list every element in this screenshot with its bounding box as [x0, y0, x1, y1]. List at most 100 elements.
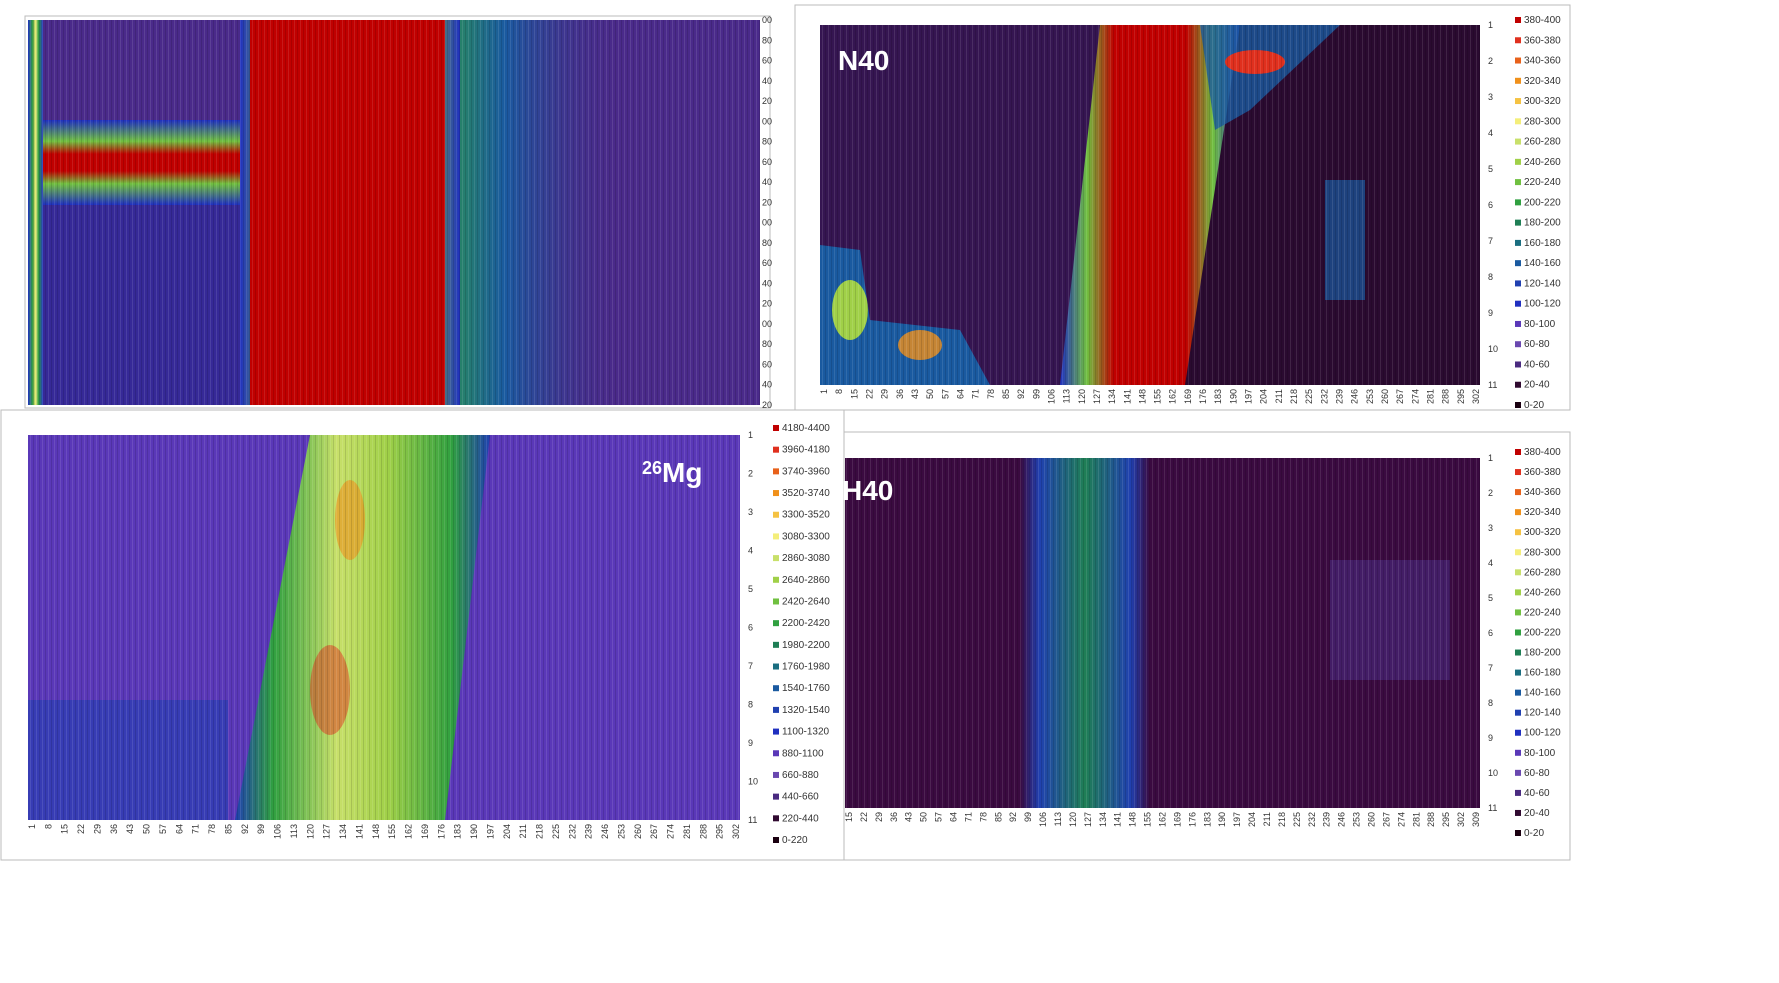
x-tick-label: 281: [1411, 812, 1421, 827]
y-tick-label: 20: [762, 197, 772, 207]
x-tick-label: 190: [1217, 812, 1227, 827]
x-tick-label: 281: [1426, 389, 1436, 404]
x-tick-label: 295: [1456, 389, 1466, 404]
x-tick-label: 64: [949, 812, 959, 822]
legend-label: 300-320: [1524, 96, 1561, 107]
y-tick-label: 10: [748, 777, 758, 787]
legend-swatch: [1515, 609, 1521, 616]
legend-swatch: [773, 620, 779, 627]
legend-label: 300-320: [1524, 527, 1561, 538]
legend-label: 1980-2200: [782, 640, 830, 651]
x-tick-label: 225: [1304, 389, 1314, 404]
legend-swatch: [773, 750, 779, 757]
x-tick-label: 50: [925, 389, 935, 399]
x-tick-label: 267: [649, 824, 659, 839]
legend-swatch: [773, 555, 779, 562]
x-tick-label: 71: [971, 389, 981, 399]
y-tick-label: 2: [1488, 488, 1493, 498]
x-tick-label: 141: [1122, 389, 1132, 404]
legend-label: 220-440: [782, 813, 819, 824]
legend-swatch: [1515, 381, 1521, 388]
y-tick-label: 11: [748, 815, 757, 825]
x-tick-label: 113: [1062, 389, 1072, 403]
x-tick-label: 253: [1352, 812, 1362, 827]
x-tick-label: 22: [859, 812, 869, 822]
legend-swatch: [1515, 219, 1521, 226]
y-tick-label: 9: [748, 738, 753, 748]
x-tick-label: 197: [1232, 812, 1242, 827]
legend-label: 60-80: [1524, 339, 1550, 350]
x-tick-label: 155: [387, 824, 397, 839]
legend-swatch: [1515, 37, 1521, 44]
y-tick-label: 2: [1488, 56, 1493, 66]
x-tick-label: 134: [1107, 389, 1117, 404]
legend-label: 40-60: [1524, 359, 1550, 370]
legend-swatch: [1515, 629, 1521, 636]
legend-label: 220-240: [1524, 607, 1561, 618]
legend-swatch: [1515, 17, 1521, 23]
x-tick-label: 218: [535, 824, 545, 839]
legend-label: 2860-3080: [782, 553, 830, 564]
x-tick-label: 176: [1198, 389, 1208, 404]
legend-swatch: [773, 663, 779, 670]
x-tick-label: 162: [1168, 389, 1178, 404]
x-tick-label: 260: [1367, 812, 1377, 827]
legend-label: 880-1100: [782, 748, 824, 759]
x-tick-label: 85: [1001, 389, 1011, 399]
y-tick-label: 8: [1488, 272, 1493, 282]
legend-label: 3080-3300: [782, 531, 830, 542]
legend-label: 2200-2420: [782, 618, 830, 629]
x-tick-label: 309: [1471, 812, 1481, 827]
x-tick-label: 295: [1441, 812, 1451, 827]
y-tick-label: 4: [748, 546, 753, 556]
x-tick-label: 148: [371, 824, 381, 839]
heatmap: [28, 435, 740, 820]
x-tick-label: 225: [1292, 812, 1302, 827]
x-tick-label: 225: [551, 824, 561, 839]
x-tick-label: 71: [191, 824, 201, 834]
y-tick-label: 5: [1488, 164, 1493, 174]
x-tick-label: 43: [125, 824, 135, 834]
x-tick-label: 134: [338, 824, 348, 839]
x-tick-label: 64: [955, 389, 965, 399]
x-tick-label: 253: [616, 824, 626, 839]
legend-label: 3300-3520: [782, 510, 830, 521]
legend-label: 160-180: [1524, 668, 1561, 679]
x-tick-label: 148: [1128, 812, 1138, 827]
x-tick-label: 302: [731, 824, 741, 839]
legend-label: 340-360: [1524, 56, 1561, 67]
x-tick-label: 246: [1350, 389, 1360, 404]
legend-label: 280-300: [1524, 116, 1561, 127]
legend-label: 260-280: [1524, 567, 1561, 578]
x-tick-label: 141: [1113, 812, 1123, 827]
x-tick-label: 64: [174, 824, 184, 834]
x-tick-label: 50: [919, 812, 929, 822]
heatmap: [820, 25, 1480, 385]
legend-swatch: [1515, 769, 1521, 776]
legend-swatch: [773, 815, 779, 822]
y-tick-label: 60: [762, 56, 772, 66]
legend-label: 40-60: [1524, 788, 1550, 799]
legend-label: 360-380: [1524, 35, 1561, 46]
x-tick-label: 99: [1023, 812, 1033, 822]
legend-label: 1320-1540: [782, 705, 830, 716]
legend-label: 360-380: [1524, 467, 1561, 478]
y-tick-label: 40: [762, 177, 772, 187]
legend-swatch: [1515, 361, 1521, 368]
legend-label: 100-120: [1524, 728, 1561, 739]
legend-swatch: [1515, 260, 1521, 267]
legend-label: 660-880: [782, 770, 819, 781]
x-tick-label: 162: [1158, 812, 1168, 827]
legend-swatch: [773, 728, 779, 735]
x-tick-label: 113: [1053, 812, 1063, 826]
x-tick-label: 169: [420, 824, 430, 839]
x-tick-label: 127: [322, 824, 332, 839]
x-tick-label: 106: [1038, 812, 1048, 827]
panel-title: H40: [842, 475, 893, 506]
x-tick-label: 127: [1083, 812, 1093, 827]
x-tick-label: 295: [715, 824, 725, 839]
x-tick-label: 43: [910, 389, 920, 399]
legend-swatch: [1515, 300, 1521, 307]
legend-label: 1760-1980: [782, 662, 830, 673]
legend-label: 2420-2640: [782, 596, 830, 607]
